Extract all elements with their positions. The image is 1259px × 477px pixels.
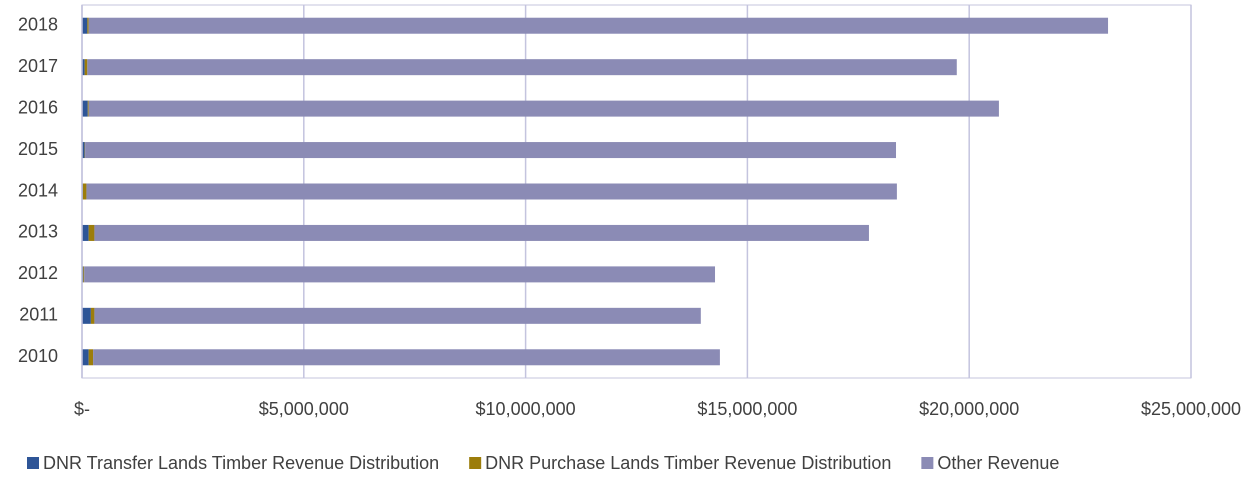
bar-segment xyxy=(88,224,95,241)
legend-label: Other Revenue xyxy=(937,453,1059,473)
bar-segment xyxy=(93,349,720,366)
bar-segment xyxy=(82,183,87,200)
bar-segment xyxy=(82,100,88,117)
bar-segment xyxy=(84,59,88,76)
legend-swatch xyxy=(921,457,934,469)
y-tick-label: 2017 xyxy=(18,56,58,76)
bar-segment xyxy=(94,307,701,324)
bar-segment xyxy=(87,17,89,34)
x-tick-label: $- xyxy=(74,399,90,419)
bar-segment xyxy=(88,17,1109,34)
bar-segment xyxy=(82,224,89,241)
legend-swatch xyxy=(27,457,39,469)
bar-segment xyxy=(82,142,85,159)
y-tick-label: 2011 xyxy=(19,305,58,325)
y-tick-label: 2010 xyxy=(18,346,58,366)
bar-segment xyxy=(82,59,85,76)
bar-segment xyxy=(87,100,89,117)
bar-segment xyxy=(85,142,897,159)
legend-label: DNR Transfer Lands Timber Revenue Distri… xyxy=(43,453,439,473)
bar-segment xyxy=(84,266,716,283)
bar-segment xyxy=(94,224,869,241)
y-tick-label: 2015 xyxy=(18,139,58,159)
x-tick-label: $5,000,000 xyxy=(259,399,349,419)
bar-segment xyxy=(88,349,94,366)
y-tick-label: 2013 xyxy=(18,222,58,242)
legend-swatch xyxy=(469,457,482,469)
bar-segment xyxy=(88,100,999,117)
x-tick-label: $15,000,000 xyxy=(697,399,797,419)
bar-segment xyxy=(87,59,957,76)
y-tick-label: 2012 xyxy=(18,263,58,283)
x-tick-label: $20,000,000 xyxy=(919,399,1019,419)
y-tick-label: 2014 xyxy=(18,180,58,200)
bar-segment xyxy=(83,266,85,283)
bar-segment xyxy=(86,183,897,200)
x-tick-label: $25,000,000 xyxy=(1141,399,1241,419)
bar-segment xyxy=(90,307,95,324)
bar-segment xyxy=(82,349,89,366)
bar-segment xyxy=(82,17,88,34)
y-tick-label: 2016 xyxy=(18,97,58,117)
x-tick-label: $10,000,000 xyxy=(476,399,576,419)
bar-segment xyxy=(82,307,91,324)
legend-label: DNR Purchase Lands Timber Revenue Distri… xyxy=(485,453,891,473)
y-tick-label: 2018 xyxy=(18,14,58,34)
